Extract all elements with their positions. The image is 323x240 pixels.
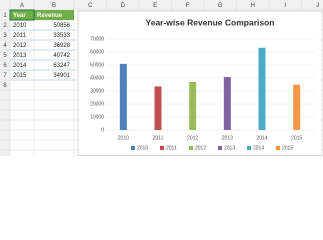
legend-label: 2010 <box>137 145 148 151</box>
legend-label: 2014 <box>253 145 264 151</box>
bar <box>293 84 301 130</box>
legend-label: 2015 <box>282 145 293 151</box>
row-header[interactable]: 7 <box>3 73 7 79</box>
y-tick-label: 0 <box>101 127 104 133</box>
y-tick-label: 20000 <box>90 101 104 107</box>
column-header[interactable]: A <box>20 3 24 9</box>
chart-title: Year-wise Revenue Comparison <box>146 17 275 27</box>
table-revenue-cell[interactable]: 33533 <box>53 33 70 39</box>
column-header[interactable]: B <box>52 3 56 9</box>
table-header-cell[interactable]: Year <box>13 13 26 19</box>
legend-swatch <box>160 146 164 150</box>
row-header[interactable]: 5 <box>3 53 7 59</box>
legend-swatch <box>218 146 222 150</box>
row-header[interactable]: 6 <box>3 63 7 69</box>
column-header[interactable]: D <box>121 3 126 9</box>
x-tick-label: 2010 <box>118 135 129 141</box>
table-year-cell[interactable]: 2010 <box>13 23 27 29</box>
legend-swatch <box>276 146 280 150</box>
x-tick-label: 2014 <box>256 135 267 141</box>
x-tick-label: 2012 <box>187 135 198 141</box>
column-header[interactable]: I <box>284 3 286 9</box>
row-header[interactable]: 2 <box>3 23 7 29</box>
table-year-cell[interactable]: 2014 <box>13 63 27 69</box>
x-tick-label: 2011 <box>153 135 164 141</box>
table-revenue-cell[interactable]: 63247 <box>53 63 70 69</box>
bar <box>119 63 127 130</box>
table-header-cell[interactable]: Revenue <box>37 13 63 19</box>
table-year-cell[interactable]: 2013 <box>13 53 27 59</box>
selected-cell <box>9 9 35 21</box>
y-tick-label: 30000 <box>90 88 104 94</box>
table-year-cell[interactable]: 2011 <box>13 33 27 39</box>
row-header[interactable]: 8 <box>3 83 7 89</box>
table-year-cell[interactable]: 2012 <box>13 43 27 49</box>
column-header[interactable]: H <box>251 3 255 9</box>
legend-swatch <box>189 146 193 150</box>
column-header[interactable]: J <box>316 3 319 9</box>
screen: A B C D E F G H I J 1 2 3 4 5 6 7 8 Year Revenue 2010 50856 20… <box>0 0 323 156</box>
table-revenue-cell[interactable]: 50856 <box>53 23 70 29</box>
y-tick-label: 40000 <box>90 75 104 81</box>
chart-area[interactable] <box>77 10 323 156</box>
table-revenue-cell[interactable]: 40742 <box>53 53 70 59</box>
legend-swatch <box>131 146 135 150</box>
legend-label: 2011 <box>166 145 177 151</box>
bar <box>223 77 231 130</box>
table-revenue-cell[interactable]: 36928 <box>53 43 70 49</box>
row-header[interactable]: 4 <box>3 43 7 49</box>
table-revenue-cell[interactable]: 34901 <box>53 73 70 79</box>
y-tick-label: 70000 <box>90 36 104 42</box>
row-header-bar <box>0 0 10 156</box>
table-header-fill <box>10 10 74 20</box>
legend-swatch <box>247 146 251 150</box>
y-tick-label: 10000 <box>90 114 104 120</box>
legend-label: 2012 <box>195 145 206 151</box>
bar <box>154 86 162 130</box>
row-header[interactable]: 1 <box>3 13 7 19</box>
row-header[interactable]: 3 <box>3 33 7 39</box>
bar <box>258 47 266 130</box>
column-header[interactable]: C <box>88 3 93 9</box>
bar <box>189 81 197 130</box>
y-tick-label: 60000 <box>90 49 104 55</box>
column-header-bar <box>0 0 323 10</box>
table-year-cell[interactable]: 2015 <box>13 73 27 79</box>
x-tick-label: 2013 <box>222 135 233 141</box>
y-tick-label: 50000 <box>90 62 104 68</box>
column-header[interactable]: F <box>186 3 190 9</box>
column-header[interactable]: E <box>153 3 157 9</box>
legend-label: 2013 <box>224 145 235 151</box>
x-tick-label: 2015 <box>291 135 302 141</box>
column-header[interactable]: G <box>218 3 223 9</box>
